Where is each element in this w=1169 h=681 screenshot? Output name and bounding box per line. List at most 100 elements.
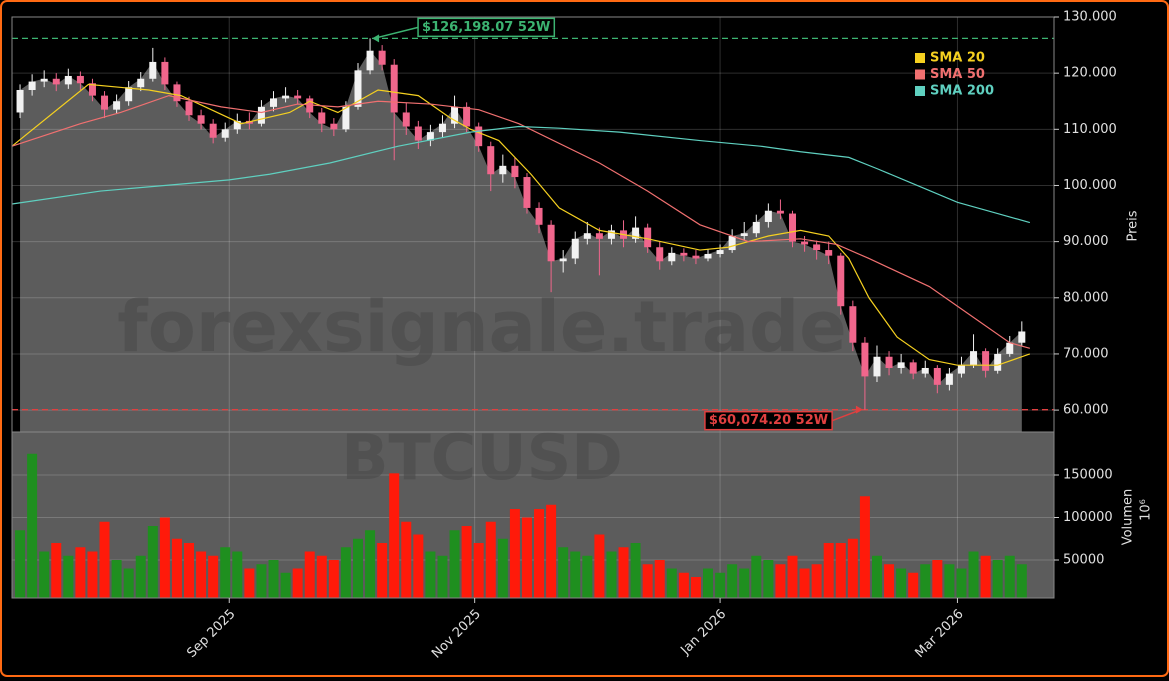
volume-bar: [75, 547, 86, 598]
volume-bar: [401, 521, 412, 598]
candle-body: [76, 75, 84, 84]
volume-bar: [99, 521, 110, 598]
volume-bar: [618, 547, 629, 598]
volume-bar: [316, 555, 327, 598]
candle-body: [221, 129, 229, 138]
volume-bar: [896, 568, 907, 598]
candle-body: [487, 146, 495, 175]
candle-body: [173, 84, 181, 102]
candle-body: [101, 95, 109, 110]
volume-bar: [485, 521, 496, 598]
volume-bar: [678, 572, 689, 598]
candle-body: [40, 78, 48, 82]
sma-line: [11, 125, 1031, 224]
candle-body: [1018, 331, 1026, 343]
volume-bar: [256, 564, 267, 598]
volume-bar: [751, 555, 762, 598]
volume-bar: [340, 547, 351, 598]
y-tick-label: 60.000: [1063, 403, 1109, 418]
volume-bar: [606, 551, 617, 598]
annotation-arrowhead: [855, 405, 863, 414]
candle-body: [970, 351, 978, 366]
candle-body: [354, 70, 362, 107]
candle-body: [330, 123, 338, 130]
volume-bar: [811, 564, 822, 598]
volume-bar: [328, 560, 339, 598]
candle-body: [571, 238, 579, 259]
volume-bar: [775, 564, 786, 598]
candle-body: [1006, 342, 1014, 354]
volume-bar: [147, 526, 158, 598]
y2-axis-label: Volumen: [1121, 489, 1136, 546]
volume-bar: [956, 568, 967, 598]
candle-body: [125, 87, 133, 102]
volume-bar: [980, 555, 991, 598]
candle-body: [499, 165, 507, 175]
price-area: [20, 50, 1022, 432]
legend-label: SMA 50: [930, 67, 985, 82]
candle-body: [740, 233, 748, 237]
candle-body: [632, 227, 640, 239]
candle-body: [378, 50, 386, 65]
y-tick-label: 110.000: [1063, 122, 1117, 137]
candle-body: [282, 95, 290, 99]
candle-body: [957, 365, 965, 374]
volume-bar: [884, 564, 895, 598]
volume-bar: [1004, 555, 1015, 598]
candle-body: [475, 126, 483, 147]
volume-bar: [703, 568, 714, 598]
candle-body: [438, 123, 446, 133]
candle-body: [813, 244, 821, 251]
annotation: $60,074.20 52W: [704, 405, 863, 431]
watermark: forexsignale.trade: [117, 286, 846, 368]
volume-bar: [87, 551, 98, 598]
candle-body: [897, 362, 905, 368]
volume-bar: [377, 543, 388, 598]
candle-body: [149, 61, 157, 79]
volume-bar: [787, 555, 798, 598]
volume-bar: [920, 564, 931, 598]
volume-bar: [497, 538, 508, 598]
candle-body: [692, 255, 700, 259]
volume-bar: [413, 534, 424, 598]
volume-bar: [666, 568, 677, 598]
watermark-symbol: BTCUSD: [341, 421, 623, 494]
volume-bar: [425, 551, 436, 598]
candle-body: [137, 78, 145, 88]
candle-body: [994, 353, 1002, 371]
annotation-label: $126,198.07 52W: [422, 20, 550, 35]
y2-tick-label: 50000: [1063, 553, 1104, 568]
candle-body: [668, 252, 676, 262]
volume-bar: [280, 572, 291, 598]
volume-bar: [39, 551, 50, 598]
volume-bar: [690, 577, 701, 598]
volume-bar: [582, 555, 593, 598]
candle-body: [511, 165, 519, 178]
volume-bar: [51, 543, 62, 598]
volume-bar: [365, 530, 376, 598]
volume-bar: [304, 551, 315, 598]
candle-body: [825, 250, 833, 256]
candle-body: [523, 177, 531, 208]
candle-body: [535, 207, 543, 225]
candle-body: [426, 132, 434, 141]
candle-body: [656, 247, 664, 262]
candle-body: [64, 75, 72, 85]
volume-bar: [546, 504, 557, 598]
volume-bar: [968, 551, 979, 598]
volume-bar: [558, 547, 569, 598]
legend-label: SMA 20: [930, 51, 985, 66]
volume-bar: [654, 560, 665, 598]
candle-body: [680, 252, 688, 256]
candle-body: [849, 306, 857, 343]
volume-bar: [871, 555, 882, 598]
candle-body: [52, 78, 60, 85]
candle-body: [402, 112, 410, 127]
volume-bar: [992, 560, 1003, 598]
candle-body: [909, 362, 917, 374]
candle-body: [704, 253, 712, 259]
candle-body: [209, 123, 217, 138]
volume-bar: [437, 555, 448, 598]
candle-body: [366, 50, 374, 71]
